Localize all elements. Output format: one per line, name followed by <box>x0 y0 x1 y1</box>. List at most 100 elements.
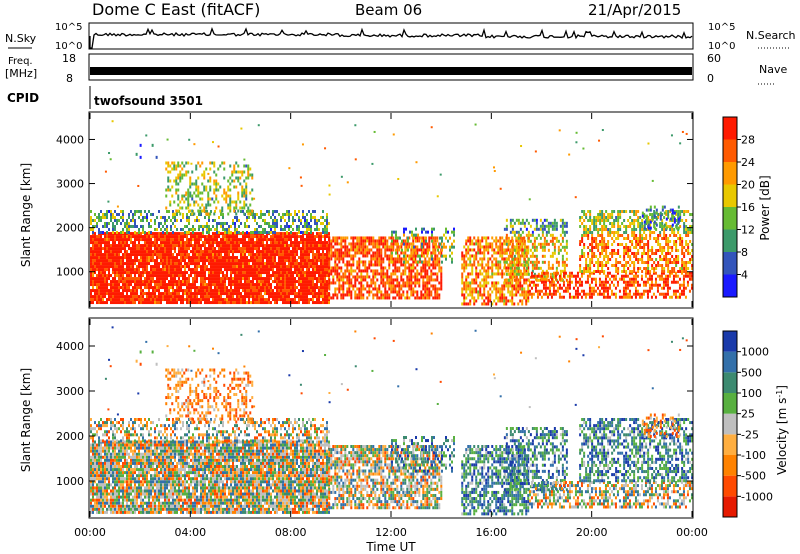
power-cell <box>108 210 110 213</box>
power-cell <box>268 210 270 213</box>
power-cell <box>140 292 142 296</box>
power-cell <box>491 263 494 267</box>
power-cell <box>503 248 506 252</box>
power-cell <box>320 222 322 225</box>
power-cell <box>232 222 234 225</box>
power-cell <box>523 263 526 267</box>
power-cell <box>248 289 250 293</box>
power-cell <box>236 231 238 234</box>
power-cell <box>318 256 320 260</box>
power-cell <box>314 256 316 260</box>
power-cell <box>282 283 284 287</box>
power-cell <box>246 274 248 278</box>
power-cell <box>204 268 206 272</box>
power-cell <box>104 238 106 242</box>
power-cell <box>519 269 522 273</box>
power-cell <box>326 289 328 293</box>
power-cell <box>245 191 248 195</box>
power-cell <box>204 247 206 251</box>
power-cell <box>174 268 176 272</box>
power-cell <box>154 301 156 305</box>
power-cell <box>497 287 500 291</box>
power-cell <box>126 298 128 302</box>
power-cell <box>94 295 96 299</box>
power-cell <box>232 262 234 266</box>
power-cell <box>192 292 194 296</box>
power-cell <box>487 296 490 300</box>
power-cell <box>264 301 266 305</box>
power-cell <box>344 272 347 276</box>
power-cell <box>110 244 112 248</box>
power-cell <box>174 262 176 266</box>
power-cell <box>166 238 168 242</box>
power-cell <box>90 222 92 225</box>
power-cell <box>122 280 124 284</box>
power-cell <box>509 263 512 267</box>
power-cell <box>402 263 405 267</box>
power-cell <box>204 292 206 296</box>
power-cell <box>208 241 210 245</box>
power-cell <box>256 295 258 299</box>
power-cell <box>302 253 304 257</box>
power-cell <box>465 266 468 270</box>
power-cell <box>106 259 108 263</box>
power-cell <box>388 254 391 258</box>
power-cell <box>509 299 512 303</box>
power-cell <box>150 225 152 228</box>
power-cell <box>523 287 526 291</box>
power-cell <box>481 236 484 240</box>
power-cell <box>193 212 196 216</box>
power-cell <box>144 210 146 213</box>
power-cell <box>208 219 210 222</box>
power-cell <box>344 236 347 240</box>
power-cell <box>260 271 262 275</box>
power-cell <box>124 298 126 302</box>
power-cell <box>130 301 132 305</box>
power-cell <box>252 253 254 257</box>
power-cell <box>210 244 212 248</box>
power-cell <box>234 256 236 260</box>
power-cell <box>226 256 228 260</box>
power-cell <box>254 219 256 222</box>
power-cell <box>384 254 387 258</box>
power-cell <box>184 265 186 269</box>
power-cell <box>278 295 280 299</box>
power-cell <box>178 262 180 266</box>
power-cell <box>493 257 496 261</box>
power-cell <box>406 281 409 285</box>
power-cell <box>102 298 104 302</box>
power-cell <box>356 287 359 291</box>
power-cell <box>198 219 200 222</box>
power-cell <box>242 283 244 287</box>
power-cell <box>160 283 162 287</box>
power-cell <box>212 253 214 257</box>
power-cell <box>102 241 104 245</box>
power-cell <box>98 295 100 299</box>
power-cell <box>166 256 168 260</box>
power-cell <box>216 231 218 234</box>
power-cell <box>370 269 373 273</box>
power-cell <box>260 259 262 263</box>
power-cell <box>156 271 158 275</box>
power-cell <box>170 225 172 228</box>
power-cell <box>288 283 290 287</box>
power-cell <box>290 289 292 293</box>
power-cell <box>262 283 264 287</box>
power-cell <box>505 236 508 240</box>
power-cell <box>406 284 409 288</box>
power-cell <box>322 262 324 266</box>
power-cell <box>280 244 282 248</box>
power-cell <box>126 295 128 299</box>
power-cell <box>396 260 399 264</box>
power-cell <box>302 259 304 263</box>
power-cell <box>225 197 228 201</box>
power-cell <box>308 271 310 275</box>
power-cell <box>192 295 194 299</box>
power-cell <box>268 265 270 269</box>
power-cell <box>108 241 110 245</box>
power-cell <box>120 216 122 219</box>
power-cell <box>276 222 278 225</box>
power-cell <box>230 283 232 287</box>
power-cell <box>471 281 474 285</box>
power-cell <box>188 241 190 245</box>
